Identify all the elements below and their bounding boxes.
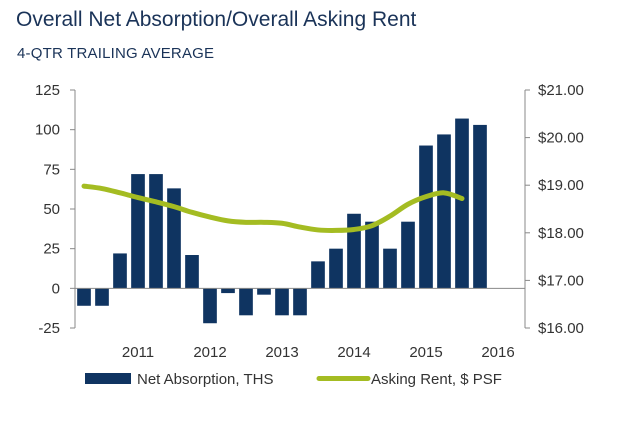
bar [257,288,271,295]
bar [401,221,415,289]
left-axis-ticks: 125 100 75 50 25 0 -25 [35,82,75,337]
left-tick-label: 75 [43,161,60,178]
left-tick-label: 125 [35,82,60,99]
x-tick-label: 2016 [481,344,514,361]
bar [167,188,181,289]
bar [365,221,379,289]
bar [293,288,307,316]
right-tick-label: $18.00 [538,225,584,242]
bar [419,145,433,289]
x-tick-label: 2011 [122,344,154,361]
bar [275,288,289,316]
legend-label-asking-rent: Asking Rent, $ PSF [371,371,502,388]
bar [95,288,109,306]
bar [221,288,235,294]
line-series [81,183,465,233]
bar [185,255,199,289]
asking-rent-line [81,183,465,233]
bar-series [77,118,487,324]
bar [131,174,145,289]
bar [239,288,253,316]
bar [77,288,91,306]
right-axis-ticks: $21.00 $20.00 $19.00 $18.00 $17.00 $16.00 [525,82,584,337]
legend-label-net-absorption: Net Absorption, THS [137,371,273,388]
bar [329,248,343,289]
bar [311,261,325,289]
x-tick-label: 2013 [265,344,298,361]
bar [149,174,163,289]
right-tick-label: $17.00 [538,272,584,289]
x-tick-label: 2015 [409,344,442,361]
x-tick-label: 2012 [193,344,226,361]
chart-subtitle: 4-QTR TRAILING AVERAGE [17,45,215,62]
bar [113,253,127,289]
right-tick-label: $21.00 [538,82,584,99]
bar [383,248,397,289]
legend-swatch-net-absorption [85,373,131,384]
x-tick-label: 2014 [337,344,370,361]
bar [473,124,487,289]
left-tick-label: 25 [43,241,60,258]
x-axis-ticks: 2011 2012 2013 2014 2015 2016 [122,344,515,361]
left-tick-label: 0 [52,280,60,297]
bar [437,134,451,289]
right-tick-label: $20.00 [538,130,584,147]
bar [455,118,469,289]
bar [347,213,361,289]
bar [203,288,217,324]
chart-title: Overall Net Absorption/Overall Asking Re… [16,8,417,31]
right-tick-label: $19.00 [538,177,584,194]
left-tick-label: 100 [35,122,60,139]
left-tick-label: 50 [43,201,60,218]
legend: Net Absorption, THS Asking Rent, $ PSF [85,371,502,388]
left-tick-label: -25 [38,320,60,337]
right-tick-label: $16.00 [538,320,584,337]
